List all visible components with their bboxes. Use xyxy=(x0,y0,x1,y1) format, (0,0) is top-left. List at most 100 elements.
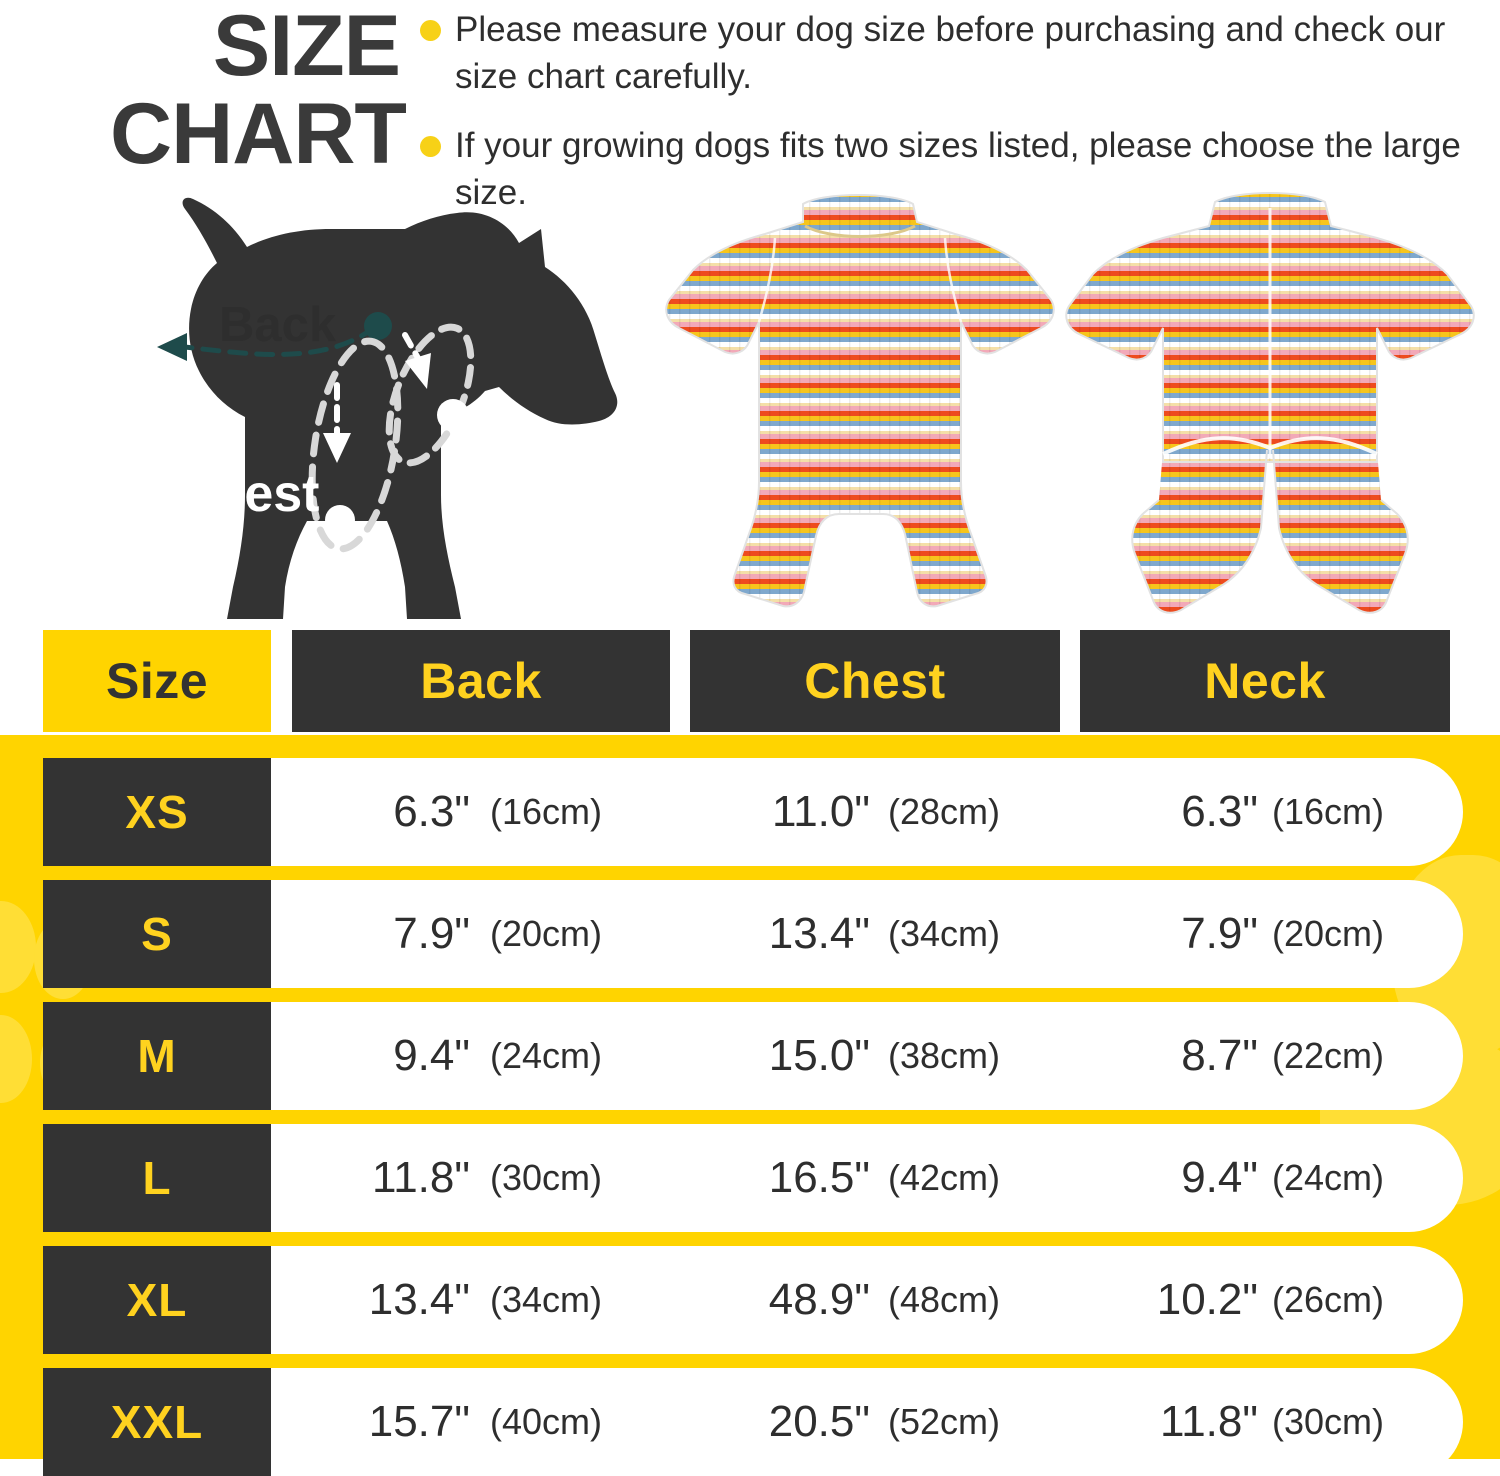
garment-back-waist-seam xyxy=(1162,436,1378,456)
column-header-back: Back xyxy=(292,630,670,732)
dog-measurement-diagram: Back Chest Neck xyxy=(75,195,655,635)
cell-chest-cm: (52cm) xyxy=(888,1401,1001,1442)
column-header-chest-label: Chest xyxy=(804,653,946,709)
cell-neck-cm: (22cm) xyxy=(1272,1035,1385,1076)
column-header-size: Size xyxy=(43,630,271,732)
note-item: If your growing dogs fits two sizes list… xyxy=(415,122,1485,216)
garment-front-collar xyxy=(804,224,916,238)
row-size-label: L xyxy=(142,1152,172,1204)
garment-front-raglan-right xyxy=(943,237,963,323)
row-size-cell: XS xyxy=(43,758,271,866)
cell-back-inch: 11.8" xyxy=(372,1153,470,1202)
cell-chest-inch: 16.5" xyxy=(768,1153,870,1202)
label-back: Back xyxy=(219,298,337,352)
row-size-cell: M xyxy=(43,1002,271,1110)
cell-neck-inch: 8.7" xyxy=(1181,1031,1258,1080)
column-header-back-label: Back xyxy=(420,653,542,709)
garment-front-body xyxy=(666,195,1054,607)
neck-anchor-dot xyxy=(437,399,469,431)
row-background xyxy=(43,1246,1463,1354)
row-size-cell: XXL xyxy=(43,1368,271,1476)
table-row: L 11.8" (30cm) 16.5" (42cm) 9.4" (24cm) xyxy=(0,1124,1500,1232)
garment-back-leg-outline-left xyxy=(1131,449,1268,614)
chest-arrow-head-icon xyxy=(323,433,351,463)
column-header-neck-label: Neck xyxy=(1204,653,1326,709)
garment-back-image xyxy=(1055,182,1485,640)
cell-neck-cm: (20cm) xyxy=(1272,913,1385,954)
cell-chest-cm: (28cm) xyxy=(888,791,1001,832)
table-row: M 9.4" (24cm) 15.0" (38cm) 8.7" (22cm) xyxy=(0,1002,1500,1110)
table-row: S 7.9" (20cm) 13.4" (34cm) 7.9" (20cm) xyxy=(0,880,1500,988)
back-arrow-head-icon xyxy=(157,333,187,361)
cell-neck-inch: 11.8" xyxy=(1160,1397,1258,1446)
table-row: XL 13.4" (34cm) 48.9" (48cm) 10.2" (26cm… xyxy=(0,1246,1500,1354)
bullet-dot-icon xyxy=(420,136,441,157)
cell-chest-cm: (42cm) xyxy=(888,1157,1001,1198)
cell-back-inch: 6.3" xyxy=(393,787,470,836)
garment-back-outline xyxy=(1065,192,1475,463)
row-background xyxy=(43,1002,1463,1110)
row-background xyxy=(43,880,1463,988)
cell-neck-inch: 6.3" xyxy=(1181,787,1258,836)
cell-chest-inch: 11.0" xyxy=(772,787,870,836)
column-header-size-label: Size xyxy=(105,653,209,709)
garment-back-leg-right xyxy=(1273,450,1408,613)
cell-chest-inch: 48.9" xyxy=(768,1275,870,1324)
garment-front-raglan-left xyxy=(757,237,777,323)
note-text: Please measure your dog size before purc… xyxy=(455,10,1446,96)
cell-back-cm: (40cm) xyxy=(490,1401,603,1442)
cell-back-cm: (20cm) xyxy=(490,913,603,954)
page-title-line2: CHART xyxy=(110,86,407,182)
neck-arrow-head-icon xyxy=(405,353,431,389)
row-size-cell: XL xyxy=(43,1246,271,1354)
table-row: XS 6.3" (16cm) 11.0" (28cm) 6.3" (16cm) xyxy=(0,758,1500,866)
cell-back-cm: (16cm) xyxy=(490,791,603,832)
cell-chest-cm: (48cm) xyxy=(888,1279,1001,1320)
row-size-label: S xyxy=(141,908,173,960)
chest-anchor-dot xyxy=(325,505,355,535)
garment-back-leg-outline-right xyxy=(1272,449,1409,614)
row-size-label: XXL xyxy=(110,1396,204,1448)
row-size-cell: L xyxy=(43,1124,271,1232)
cell-neck-cm: (24cm) xyxy=(1272,1157,1385,1198)
bullet-dot-icon xyxy=(420,20,441,41)
row-size-label: XL xyxy=(126,1274,188,1326)
cell-neck-cm: (16cm) xyxy=(1272,791,1385,832)
row-size-cell: S xyxy=(43,880,271,988)
cell-back-cm: (30cm) xyxy=(490,1157,603,1198)
size-chart-table: Size Back Chest Neck XS 6.3" (16cm) 11.0… xyxy=(0,630,1500,1476)
row-size-label: XS xyxy=(125,786,189,838)
row-background xyxy=(43,1368,1463,1476)
cell-back-inch: 9.4" xyxy=(393,1031,470,1080)
cell-back-inch: 7.9" xyxy=(393,909,470,958)
garment-back-leg-left xyxy=(1132,450,1268,613)
page-title: SIZE CHART xyxy=(110,0,407,192)
row-size-label: M xyxy=(137,1030,177,1082)
cell-neck-inch: 9.4" xyxy=(1181,1153,1258,1202)
note-item: Please measure your dog size before purc… xyxy=(415,6,1485,100)
back-measure-arc xyxy=(182,324,378,357)
cell-neck-inch: 10.2" xyxy=(1156,1275,1258,1324)
cell-chest-inch: 15.0" xyxy=(768,1031,870,1080)
garment-front-outline xyxy=(665,194,1055,608)
back-anchor-dot xyxy=(364,312,392,340)
cell-back-inch: 15.7" xyxy=(368,1397,470,1446)
cell-chest-inch: 13.4" xyxy=(768,909,870,958)
cell-back-cm: (34cm) xyxy=(490,1279,603,1320)
note-text: If your growing dogs fits two sizes list… xyxy=(455,126,1461,212)
column-header-neck: Neck xyxy=(1080,630,1450,732)
row-background xyxy=(43,758,1463,866)
label-chest: Chest xyxy=(175,465,319,523)
page-title-line1: SIZE xyxy=(212,0,401,94)
cell-neck-cm: (30cm) xyxy=(1272,1401,1385,1442)
cell-back-cm: (24cm) xyxy=(490,1035,603,1076)
cell-chest-cm: (38cm) xyxy=(888,1035,1001,1076)
notes-list: Please measure your dog size before purc… xyxy=(415,6,1485,238)
cell-back-inch: 13.4" xyxy=(368,1275,470,1324)
cell-chest-cm: (34cm) xyxy=(888,913,1001,954)
cell-neck-cm: (26cm) xyxy=(1272,1279,1385,1320)
label-neck: Neck xyxy=(485,461,609,519)
cell-neck-inch: 7.9" xyxy=(1181,909,1258,958)
table-row: XXL 15.7" (40cm) 20.5" (52cm) 11.8" (30c… xyxy=(0,1368,1500,1476)
cell-chest-inch: 20.5" xyxy=(768,1397,870,1446)
